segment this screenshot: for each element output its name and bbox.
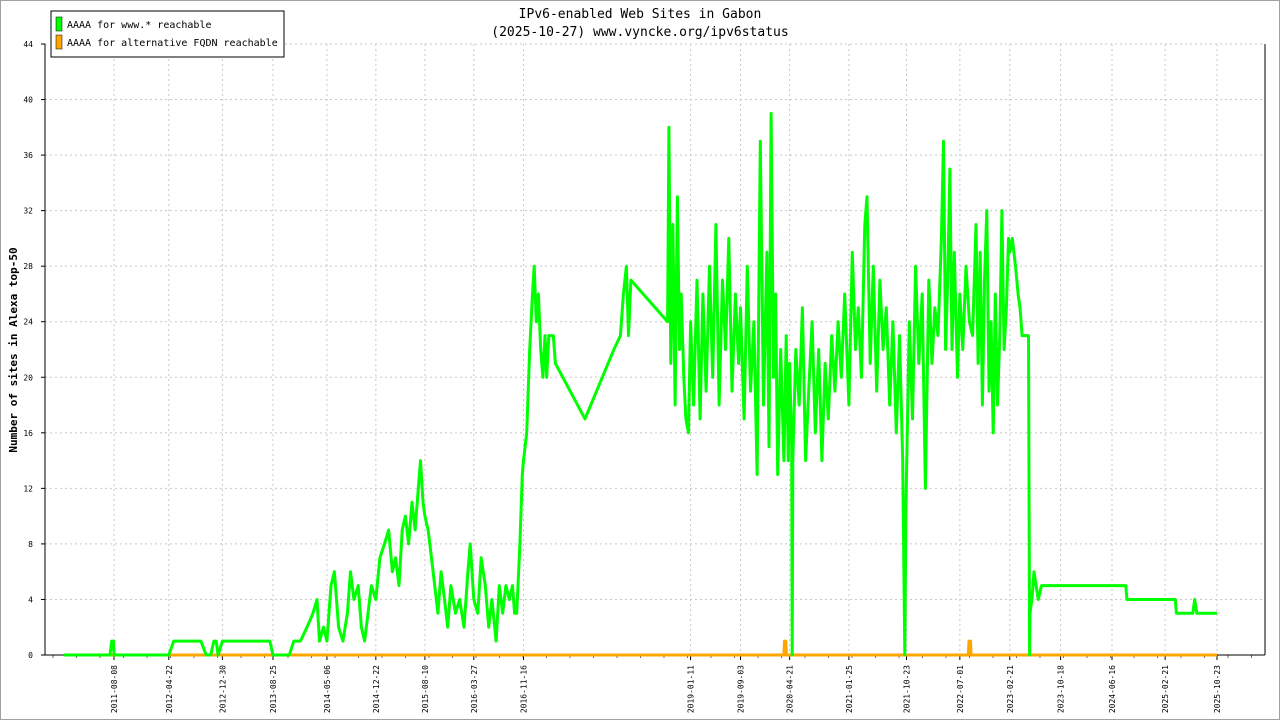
x-tick-label: 2022-07-01 [956, 665, 965, 713]
y-tick-label: 4 [28, 595, 33, 604]
x-tick-label: 2020-04-21 [786, 665, 795, 713]
x-tick-label: 2016-03-27 [470, 665, 479, 713]
grid [45, 43, 1265, 655]
y-ticks: 0 4 8 12 16 20 24 28 32 36 40 44 [23, 40, 45, 660]
x-tick-label: 2013-08-25 [269, 665, 278, 713]
y-tick-label: 16 [23, 429, 33, 438]
y-tick-label: 0 [28, 651, 33, 660]
x-tick-label: 2021-01-25 [845, 665, 854, 713]
chart-title: IPv6-enabled Web Sites in Gabon [519, 7, 762, 22]
x-tick-label: 2015-08-10 [421, 665, 430, 713]
x-tick-label: 2011-08-08 [110, 665, 119, 713]
x-tick-label: 2019-09-03 [737, 665, 746, 713]
chart-subtitle: (2025-10-27) www.vyncke.org/ipv6status [491, 25, 788, 40]
axes [44, 44, 1266, 656]
legend-label-www: AAAA for www.* reachable [67, 20, 212, 31]
x-tick-label: 2023-02-21 [1006, 665, 1015, 713]
x-tick-label: 2019-01-11 [687, 665, 696, 713]
series-line-alternative-fqdn [63, 639, 1217, 657]
x-tick-label: 2012-04-22 [165, 665, 174, 713]
y-tick-label: 24 [23, 318, 33, 327]
y-tick-label: 12 [23, 484, 33, 493]
x-tick-label: 2021-10-23 [903, 665, 912, 713]
legend-label-alternative-fqdn: AAAA for alternative FQDN reachable [67, 38, 278, 49]
x-tick-label: 2014-05-06 [323, 665, 332, 713]
x-tick-label: 2016-11-16 [520, 665, 529, 713]
x-tick-label: 2025-10-23 [1213, 665, 1222, 713]
y-axis-label: Number of sites in Alexa top-50 [7, 247, 20, 452]
y-tick-label: 20 [23, 373, 33, 382]
y-tick-label: 44 [23, 40, 33, 49]
x-ticks: 2011-08-08 2012-04-22 2012-12-30 2013-08-25… [52, 655, 1252, 713]
x-tick-label: 2012-12-30 [218, 665, 227, 713]
series-line-www [63, 111, 1217, 657]
y-tick-label: 40 [23, 96, 33, 105]
y-tick-label: 28 [23, 262, 33, 271]
legend-box [50, 10, 285, 58]
legend-swatch-www [55, 16, 63, 32]
y-tick-label: 8 [28, 540, 33, 549]
x-tick-label: 2025-02-21 [1161, 665, 1170, 713]
series-group [63, 111, 1217, 657]
y-tick-label: 32 [23, 207, 33, 216]
legend: AAAA for www.* reachable AAAA for altern… [50, 10, 285, 58]
y-tick-label: 36 [23, 151, 33, 160]
legend-swatch-alternative-fqdn [55, 34, 63, 50]
x-tick-label: 2024-06-16 [1108, 665, 1117, 713]
x-tick-label: 2014-12-22 [372, 665, 381, 713]
x-tick-label: 2023-10-18 [1057, 665, 1066, 713]
